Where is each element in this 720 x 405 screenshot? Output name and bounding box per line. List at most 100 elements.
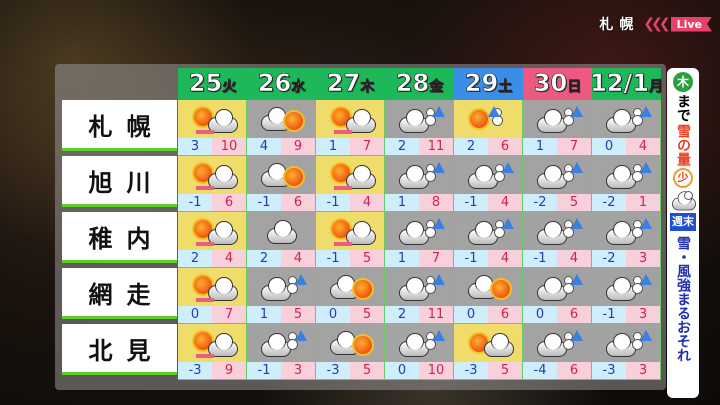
high-temp: 5: [350, 306, 384, 323]
low-temp: -1: [523, 250, 557, 267]
weather-sun-snow-icon: [454, 100, 522, 138]
high-temp: 11: [419, 138, 453, 155]
temperature-pair: -1 4: [523, 250, 591, 267]
low-temp: 1: [385, 250, 419, 267]
high-temp: 10: [419, 362, 453, 379]
low-temp: -1: [247, 194, 281, 211]
date-number: 29: [464, 69, 499, 98]
low-temp: 2: [385, 306, 419, 323]
weather-sun-cloud-icon: [178, 324, 246, 362]
low-temp: -3: [454, 362, 488, 379]
temperature-pair: -3 5: [316, 362, 384, 379]
high-temp: 4: [212, 250, 246, 267]
weather-sun-cloud-icon: [316, 212, 384, 250]
forecast-cell: -4 6: [523, 324, 592, 380]
low-temp: 0: [592, 138, 626, 155]
high-temp: 4: [281, 250, 315, 267]
date-number: 27: [326, 69, 361, 98]
date-number: 25: [188, 69, 223, 98]
high-temp: 3: [626, 306, 660, 323]
temperature-pair: -1 4: [454, 194, 522, 211]
weather-cloud-sun-icon: [247, 156, 315, 194]
high-temp: 3: [626, 362, 660, 379]
city-label: 旭川: [62, 156, 177, 207]
forecast-cell: -1 6: [247, 156, 316, 212]
temperature-pair: -2 3: [592, 250, 660, 267]
low-temp: -1: [247, 362, 281, 379]
weather-sun-cloud-icon: [178, 100, 246, 138]
date-header-cell: 29 土: [454, 68, 523, 100]
low-temp: -3: [592, 362, 626, 379]
date-header-cell: 12/1 月: [590, 68, 663, 100]
high-temp: 5: [350, 250, 384, 267]
weather-cloud-snow-icon: [592, 156, 660, 194]
high-temp: 11: [419, 306, 453, 323]
low-temp: 2: [454, 138, 488, 155]
weather-sun-cloud-icon: [316, 100, 384, 138]
forecast-cell: -1 3: [592, 268, 661, 324]
weather-sun-cloud-icon: [178, 268, 246, 306]
low-temp: 3: [178, 138, 212, 155]
weather-cloud-snow-icon: [592, 212, 660, 250]
weather-cloud-snow-icon: [247, 268, 315, 306]
temperature-pair: 0 10: [385, 362, 453, 379]
high-temp: 6: [212, 194, 246, 211]
weather-cloud-snow-icon: [523, 324, 591, 362]
low-temp: -2: [523, 194, 557, 211]
forecast-cell: -3 5: [316, 324, 385, 380]
weather-cloud-icon: [247, 212, 315, 250]
low-temp: -2: [592, 250, 626, 267]
date-header-cell: 25 火: [178, 68, 247, 100]
date-number: 28: [395, 69, 430, 98]
forecast-cell: -1 6: [178, 156, 247, 212]
weather-cloud-snow-icon: [385, 324, 453, 362]
high-temp: 5: [488, 362, 522, 379]
low-temp: -1: [454, 194, 488, 211]
weather-sun-cloud-nobar-icon: [454, 324, 522, 362]
forecast-cell: -1 5: [316, 212, 385, 268]
temperature-pair: -2 1: [592, 194, 660, 211]
note-snow-amount: 雪の量: [675, 124, 691, 166]
high-temp: 9: [212, 362, 246, 379]
forecast-cell: -1 4: [454, 156, 523, 212]
forecast-cell: 2 11: [385, 100, 454, 156]
weather-cloud-snow-icon: [523, 268, 591, 306]
weather-cloud-sun-icon: [316, 268, 384, 306]
high-temp: 1: [626, 194, 660, 211]
low-temp: -1: [178, 194, 212, 211]
high-temp: 4: [488, 194, 522, 211]
high-temp: 4: [350, 194, 384, 211]
location-label: 札幌: [599, 17, 640, 33]
city-labels: 札幌 旭川 稚内 網走 北見: [62, 100, 177, 380]
note-small-badge: 少: [673, 168, 693, 188]
high-temp: 6: [488, 138, 522, 155]
forecast-cell: -2 5: [523, 156, 592, 212]
high-temp: 4: [488, 250, 522, 267]
city-label: 札幌: [62, 100, 177, 151]
temperature-pair: -1 6: [178, 194, 246, 211]
weather-sun-cloud-icon: [178, 156, 246, 194]
high-temp: 6: [557, 362, 591, 379]
date-number: 30: [533, 69, 568, 98]
note-weekend-badge: 週末: [670, 213, 696, 231]
high-temp: 3: [281, 362, 315, 379]
note-day-badge: 木: [673, 72, 693, 92]
temperature-pair: -3 3: [592, 362, 660, 379]
weather-sun-cloud-icon: [316, 156, 384, 194]
weather-cloud-snow-icon: [523, 100, 591, 138]
weather-cloud-snow-icon: [523, 212, 591, 250]
forecast-cell: -2 1: [592, 156, 661, 212]
weather-cloud-snow-icon: [385, 212, 453, 250]
